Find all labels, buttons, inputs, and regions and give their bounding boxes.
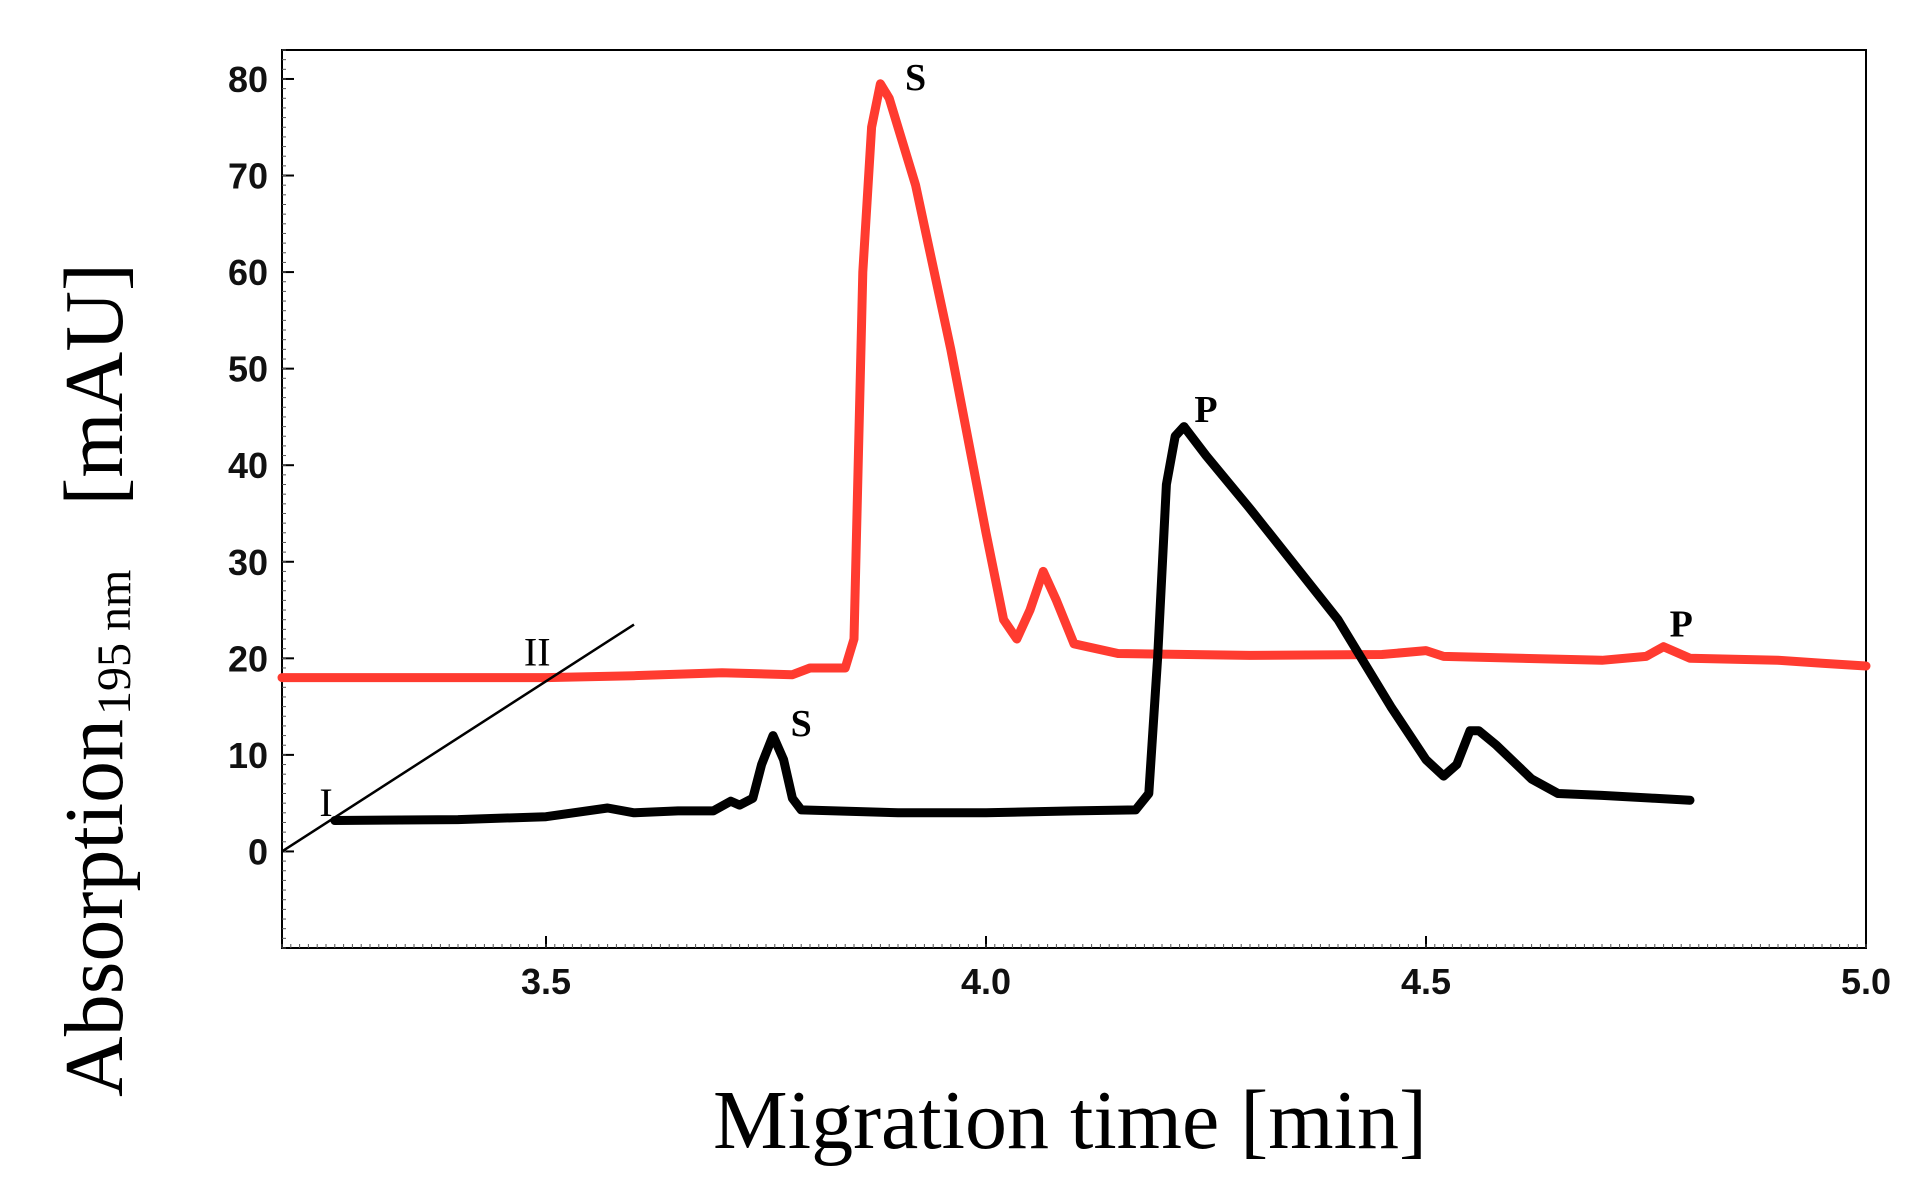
y-tick-label: 50	[228, 349, 268, 390]
y-tick-label: 0	[248, 831, 268, 872]
series-layer	[277, 79, 1871, 825]
annotation-label: P	[1670, 604, 1693, 646]
y-tick-label: 20	[228, 638, 268, 679]
y-axis-title-unit: [mAU]	[48, 263, 141, 506]
x-tick-label: 4.0	[961, 961, 1011, 1002]
guide-line	[281, 623, 635, 853]
y-tick-label: 80	[228, 59, 268, 100]
y-tick-label: 40	[228, 445, 268, 486]
x-axis: 3.5 4.0 4.5 5.0	[281, 936, 1891, 1002]
y-axis-title-sub: 195 nm	[88, 570, 141, 715]
y-axis-title: Absorption 195 nm [mAU]	[48, 263, 141, 1097]
series-line-1	[277, 79, 1871, 683]
x-tick-label: 3.5	[521, 961, 571, 1002]
y-tick-label: 30	[228, 542, 268, 583]
annotation-label: S	[791, 703, 812, 745]
y-axis-title-main: Absorption	[48, 719, 141, 1097]
y-tick-label: 60	[228, 252, 268, 293]
series-line-2	[330, 422, 1695, 825]
annotation-label: I	[319, 780, 332, 825]
annotation-label: P	[1194, 389, 1217, 431]
y-axis: 0 10 20 30 40 50 60 70 80	[228, 49, 294, 949]
x-axis-title: Migration time [min]	[713, 1074, 1427, 1167]
annotation-label: II	[524, 630, 551, 675]
annotation-label: S	[905, 57, 926, 99]
y-tick-label: 70	[228, 156, 268, 197]
y-tick-label: 10	[228, 735, 268, 776]
x-tick-label: 5.0	[1841, 961, 1891, 1002]
x-tick-label: 4.5	[1401, 961, 1451, 1002]
